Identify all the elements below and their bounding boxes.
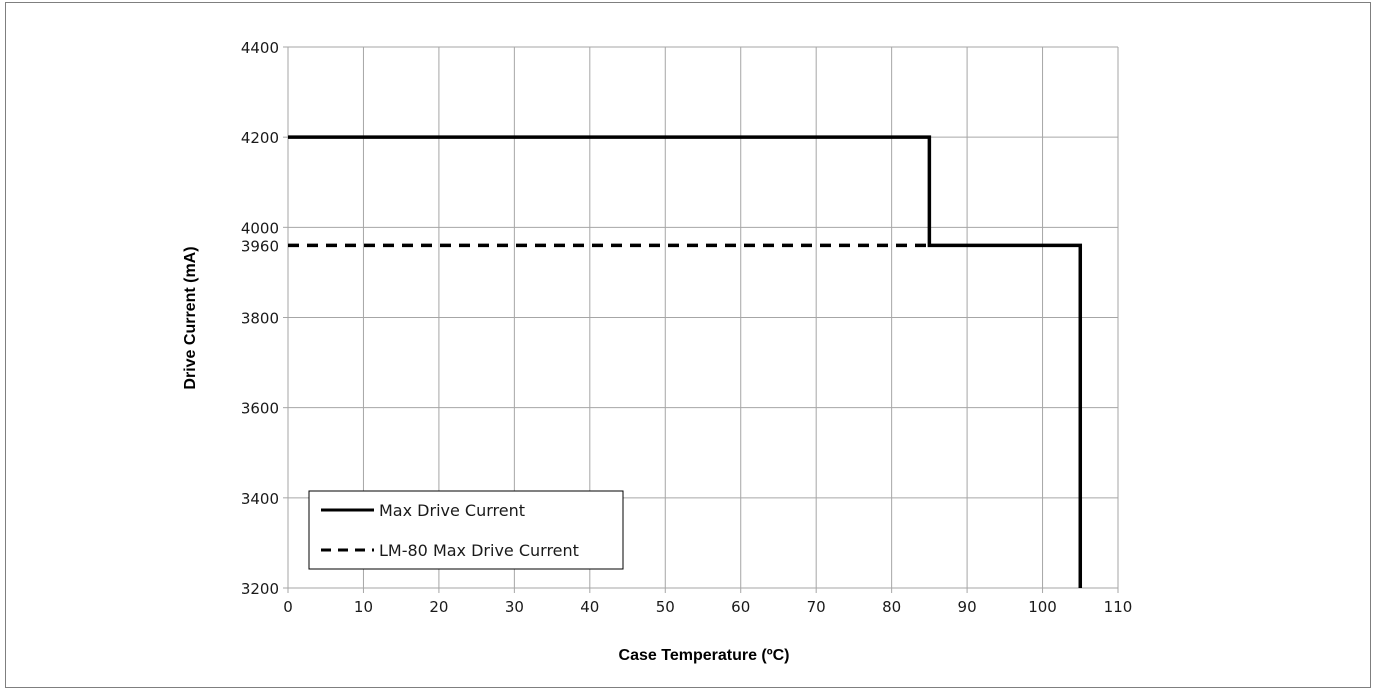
chart-frame [5,2,1371,688]
x-tick-label: 10 [354,598,373,616]
x-tick-label: 70 [807,598,826,616]
x-tick-label: 40 [580,598,599,616]
x-tick-label: 90 [958,598,977,616]
x-tick-label: 30 [505,598,524,616]
x-tick-label: 60 [731,598,750,616]
x-axis-title: Case Temperature (ºC) [619,647,790,664]
y-tick-label-extra: 3960 [241,237,279,255]
x-tick-label: 0 [283,598,293,616]
y-tick-label: 3600 [241,400,279,418]
y-tick-label: 3800 [241,310,279,328]
y-tick-label: 3400 [241,490,279,508]
x-tick-label: 80 [882,598,901,616]
x-tick-label: 20 [429,598,448,616]
y-tick-label: 4200 [241,129,279,147]
tick-labels: 0 10 20 30 40 50 60 70 80 90 100 110 3200 3400 3600 380… [241,39,1133,616]
legend-label-lm80-max-drive-current: LM-80 Max Drive Current [379,541,579,560]
y-tick-label: 4000 [241,219,279,237]
series-line-max-drive-current [288,135,1083,588]
legend-label-max-drive-current: Max Drive Current [379,501,525,520]
x-tick-label: 100 [1028,598,1057,616]
legend-box [308,490,624,570]
x-tick-label: 50 [656,598,675,616]
x-tick-label: 110 [1104,598,1133,616]
y-axis-title: Drive Current (mA) [182,246,199,389]
series-group [288,135,1083,588]
legend: Max Drive Current LM-80 Max Drive Curren… [308,490,624,570]
y-tick-label: 4400 [241,39,279,57]
y-tick-label: 3200 [241,580,279,598]
